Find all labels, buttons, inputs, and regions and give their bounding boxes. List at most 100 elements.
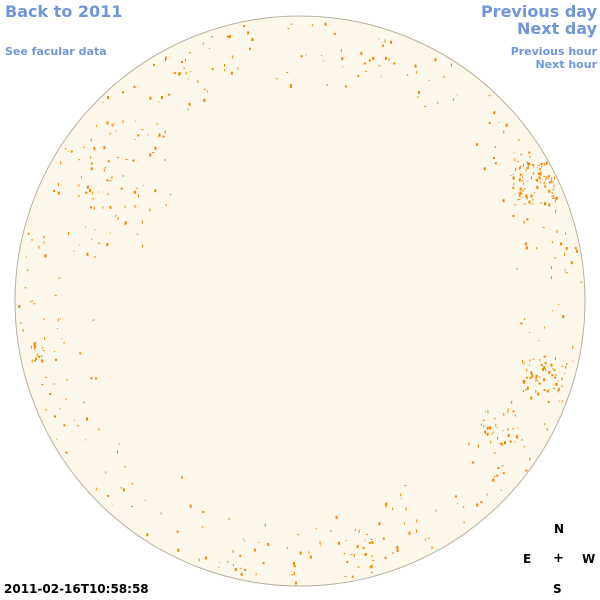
feature-mark [57,191,60,195]
feature-mark [35,357,38,360]
feature-mark [95,377,97,380]
feature-mark [477,444,479,448]
feature-mark [521,176,523,179]
feature-mark [58,277,61,279]
feature-mark [532,358,535,360]
feature-mark [525,380,527,382]
feature-mark [89,189,92,192]
feature-mark [158,101,160,103]
feature-mark [537,172,540,175]
feature-mark [29,301,31,303]
feature-mark [80,176,82,179]
feature-mark [218,566,220,568]
feature-mark [66,379,68,381]
feature-mark [91,238,93,240]
facular-data-link[interactable]: See facular data [5,45,107,58]
feature-mark [180,60,183,63]
feature-mark [554,376,557,379]
feature-mark [358,529,360,533]
feature-mark [115,214,117,217]
feature-mark [524,318,526,321]
feature-mark [142,244,143,248]
feature-mark [481,423,482,426]
feature-mark [67,150,69,152]
feature-mark [36,353,38,357]
feature-mark [525,469,528,472]
feature-mark [487,410,489,414]
magnetic-feature-marks [18,22,583,585]
feature-mark [539,181,541,184]
feature-mark [204,556,207,560]
feature-mark [197,80,199,84]
feature-mark [202,526,204,529]
feature-mark [34,345,35,348]
feature-mark [497,467,500,470]
feature-mark [547,401,550,404]
feature-mark [532,171,534,175]
feature-mark [525,246,528,250]
feature-mark [545,161,548,165]
feature-mark [95,124,97,127]
feature-mark [342,66,344,68]
feature-mark [181,476,183,479]
feature-mark [31,300,34,302]
feature-mark [572,345,574,349]
feature-mark [526,386,529,390]
feature-mark [428,80,430,81]
feature-mark [106,243,109,246]
feature-mark [502,430,504,432]
feature-mark [565,365,567,369]
feature-mark [26,269,29,271]
feature-mark [548,203,551,207]
feature-mark [561,365,564,367]
feature-mark [232,55,234,59]
feature-mark [543,362,546,364]
feature-mark [396,549,399,552]
feature-mark [86,185,89,189]
feature-mark [149,96,152,100]
feature-mark [472,461,475,464]
feature-mark [543,181,545,185]
feature-mark [519,191,522,195]
feature-mark [544,202,546,206]
feature-mark [543,378,546,382]
feature-mark [528,162,531,165]
feature-mark [177,548,180,552]
next-day-link[interactable]: Next day [517,19,597,38]
feature-mark [551,192,554,194]
feature-mark [517,199,518,201]
next-hour-link[interactable]: Next hour [535,58,598,71]
feature-mark [41,384,44,385]
feature-mark [124,466,127,468]
feature-mark [427,537,430,539]
feature-mark [543,162,545,166]
feature-mark [133,85,136,88]
feature-mark [549,181,551,184]
feature-mark [556,230,558,233]
feature-mark [335,515,338,519]
previous-day-link[interactable]: Previous day [480,2,597,21]
feature-mark [511,400,513,404]
feature-mark [488,121,491,124]
feature-mark [65,451,68,454]
feature-mark [344,576,347,577]
feature-mark [536,167,538,169]
feature-mark [42,346,44,349]
feature-mark [90,156,91,159]
feature-mark [521,439,523,441]
feature-mark [267,543,270,546]
feature-mark [338,541,340,545]
feature-mark [133,190,136,194]
feature-mark [489,426,491,430]
feature-mark [526,167,529,170]
back-to-year-link[interactable]: Back to 2011 [5,2,123,21]
feature-mark [109,232,111,234]
feature-mark [230,71,233,75]
feature-mark [502,199,505,203]
feature-mark [523,182,525,185]
feature-mark [209,48,210,50]
feature-mark [527,165,529,169]
feature-mark [31,359,33,363]
previous-hour-link[interactable]: Previous hour [510,45,597,58]
feature-mark [548,389,550,392]
